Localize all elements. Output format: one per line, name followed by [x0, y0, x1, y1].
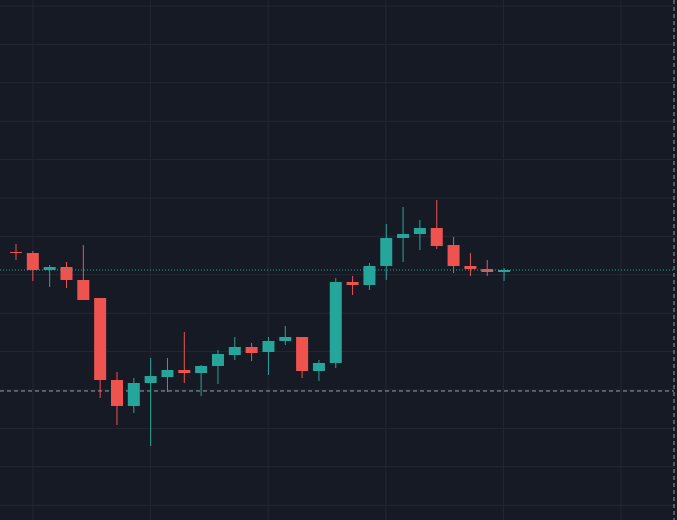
candle-body: [346, 282, 359, 285]
candle-body: [94, 298, 107, 380]
candle-body: [447, 245, 460, 266]
candle-body: [195, 366, 208, 373]
candle-body: [161, 370, 174, 377]
candle-body: [397, 234, 410, 238]
candle-body: [380, 238, 393, 266]
candle-body: [127, 383, 140, 406]
candle-body: [262, 341, 275, 352]
candle-body: [296, 337, 309, 371]
candle-body: [10, 252, 22, 253]
candle-body: [26, 253, 39, 270]
candle-body: [211, 354, 224, 366]
candle-body: [279, 337, 292, 341]
candle-body: [245, 347, 258, 353]
candle-body: [430, 228, 443, 246]
candle-body: [43, 267, 56, 270]
candle-body: [110, 380, 123, 406]
candle-body: [144, 376, 157, 383]
candle-body: [228, 347, 241, 355]
candle-body: [498, 270, 511, 272]
candle-body: [464, 266, 477, 269]
candle-body: [77, 280, 90, 300]
candle-body: [312, 363, 325, 371]
candle-body: [329, 282, 342, 363]
candle-body: [413, 228, 426, 234]
candle-body: [481, 269, 494, 272]
candle-body: [60, 267, 73, 280]
candle-body: [363, 266, 376, 285]
candle-body: [178, 370, 191, 373]
